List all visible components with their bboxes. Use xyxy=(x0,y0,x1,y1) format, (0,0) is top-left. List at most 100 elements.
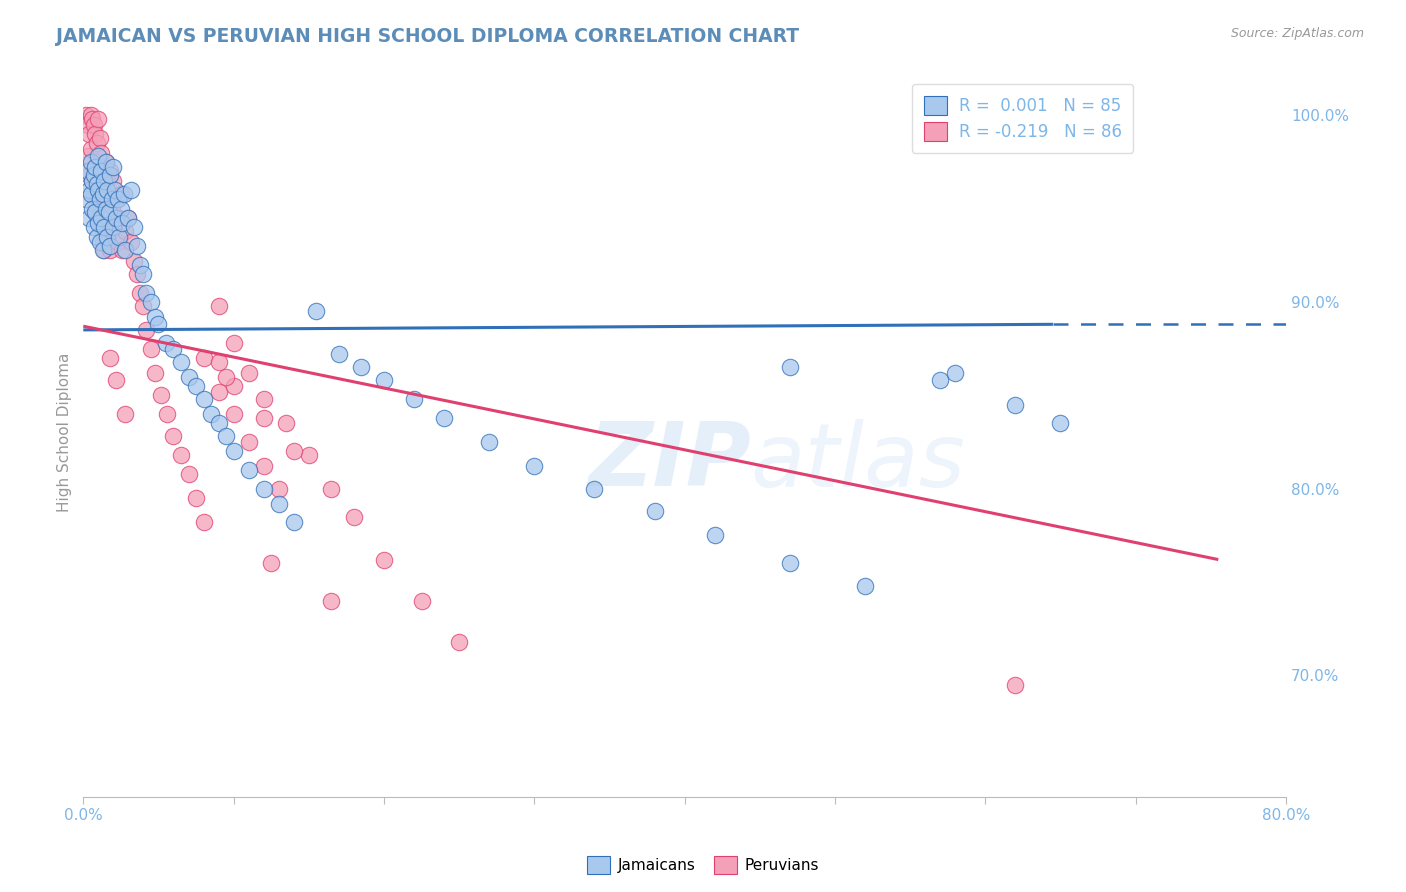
Point xyxy=(87,154,110,169)
Legend: R =  0.001   N = 85, R = -0.219   N = 86: R = 0.001 N = 85, R = -0.219 N = 86 xyxy=(912,84,1133,153)
Point xyxy=(80,142,103,156)
Point xyxy=(253,482,276,496)
Point xyxy=(132,299,155,313)
Point xyxy=(117,211,139,225)
Point xyxy=(583,482,606,496)
Point xyxy=(523,459,546,474)
Point xyxy=(110,202,132,216)
Point xyxy=(132,267,155,281)
Point xyxy=(105,211,128,225)
Point xyxy=(238,463,260,477)
Point xyxy=(90,145,112,160)
Point xyxy=(207,354,229,368)
Point xyxy=(207,384,229,399)
Point xyxy=(148,318,170,332)
Point xyxy=(129,258,152,272)
Point xyxy=(87,183,110,197)
Point xyxy=(98,168,121,182)
Point xyxy=(76,118,98,132)
Point xyxy=(120,183,142,197)
Point xyxy=(75,192,97,206)
Point xyxy=(82,112,104,126)
Point xyxy=(101,192,124,206)
Point xyxy=(84,205,107,219)
Point xyxy=(433,410,456,425)
Point xyxy=(111,243,134,257)
Point xyxy=(80,108,103,122)
Point xyxy=(222,444,245,458)
Point xyxy=(1004,398,1026,412)
Point xyxy=(170,448,193,462)
Point xyxy=(644,504,666,518)
Point xyxy=(82,173,104,187)
Point xyxy=(79,211,101,225)
Point xyxy=(97,186,120,201)
Point xyxy=(89,235,111,249)
Point xyxy=(90,220,112,235)
Text: Source: ZipAtlas.com: Source: ZipAtlas.com xyxy=(1230,27,1364,40)
Point xyxy=(83,186,105,201)
Point xyxy=(103,173,125,187)
Point xyxy=(321,482,343,496)
Point xyxy=(103,220,125,235)
Point xyxy=(96,229,118,244)
Point xyxy=(89,211,111,225)
Point xyxy=(90,211,112,225)
Point xyxy=(124,220,146,235)
Point xyxy=(207,417,229,431)
Point xyxy=(929,373,952,387)
Point xyxy=(373,552,395,566)
Point xyxy=(80,186,103,201)
Point xyxy=(91,243,114,257)
Point xyxy=(86,136,108,151)
Point xyxy=(94,154,117,169)
Point xyxy=(162,429,184,443)
Point xyxy=(127,267,149,281)
Point xyxy=(86,178,108,192)
Point xyxy=(170,354,193,368)
Point xyxy=(283,444,305,458)
Point xyxy=(96,173,118,187)
Point xyxy=(139,294,162,309)
Point xyxy=(110,186,132,201)
Point xyxy=(97,205,120,219)
Point xyxy=(104,183,127,197)
Point xyxy=(94,154,117,169)
Point xyxy=(90,164,112,178)
Point xyxy=(276,417,298,431)
Point xyxy=(162,342,184,356)
Text: ZIP: ZIP xyxy=(588,418,751,505)
Point xyxy=(96,183,118,197)
Point xyxy=(328,347,350,361)
Point xyxy=(193,515,215,529)
Point xyxy=(222,379,245,393)
Point xyxy=(89,192,111,206)
Point xyxy=(207,299,229,313)
Point xyxy=(86,229,108,244)
Y-axis label: High School Diploma: High School Diploma xyxy=(58,353,72,512)
Point xyxy=(82,202,104,216)
Point xyxy=(350,360,373,375)
Point xyxy=(75,108,97,122)
Point xyxy=(117,211,139,225)
Point xyxy=(402,392,425,406)
Point xyxy=(114,243,136,257)
Point xyxy=(283,515,305,529)
Point xyxy=(114,407,136,421)
Point xyxy=(98,164,121,178)
Point xyxy=(135,323,157,337)
Point xyxy=(84,202,107,216)
Point xyxy=(108,211,131,225)
Point xyxy=(135,285,157,300)
Point xyxy=(114,224,136,238)
Point xyxy=(200,407,222,421)
Point xyxy=(76,149,98,163)
Point xyxy=(853,579,876,593)
Point xyxy=(411,593,433,607)
Point xyxy=(107,235,129,249)
Point xyxy=(86,211,108,225)
Point xyxy=(478,434,501,449)
Point xyxy=(184,379,207,393)
Point xyxy=(193,392,215,406)
Point xyxy=(83,118,105,132)
